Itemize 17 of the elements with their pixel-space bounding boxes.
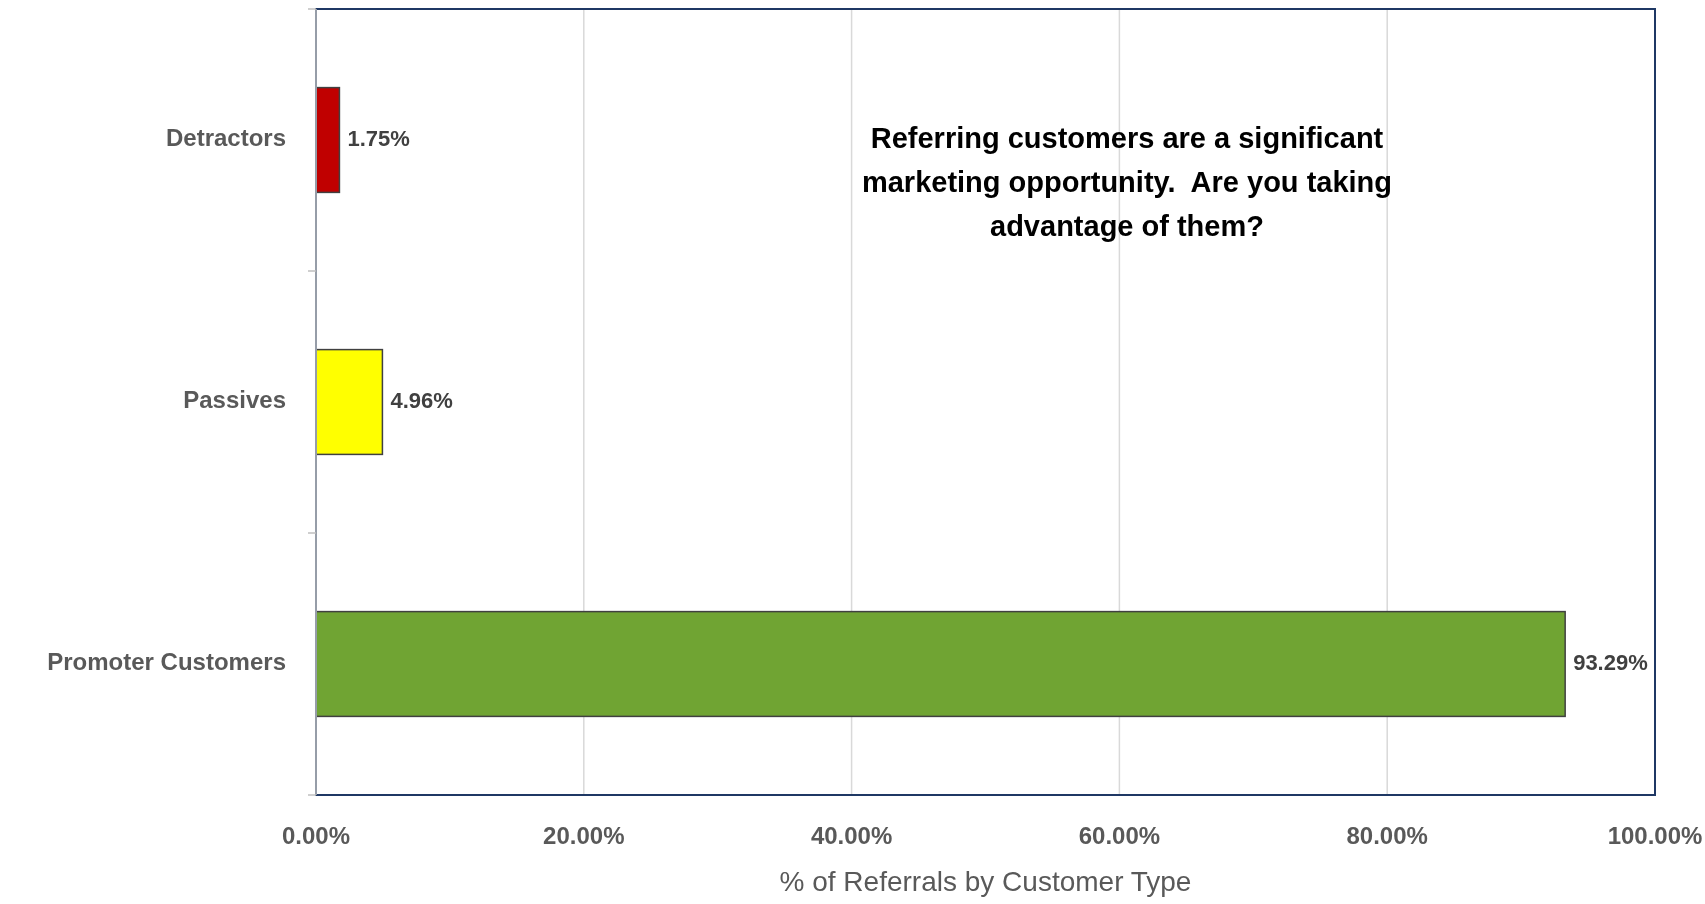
x-tick-label: 60.00%: [1078, 822, 1161, 850]
annotation: Referring customers are a significant marketing opportunity. Are you taking advantage of them?: [861, 122, 1393, 242]
data-label: 1.75%: [347, 125, 410, 151]
y-tick-label: Promoter Customers: [47, 648, 286, 676]
x-tick-label: 100.00%: [1607, 822, 1703, 850]
bar: [315, 348, 384, 456]
x-axis-title: % of Referrals by Customer Type: [779, 866, 1192, 898]
x-tick-label: 40.00%: [810, 822, 893, 850]
x-tick-label: 0.00%: [281, 822, 351, 850]
y-tick-label: Passives: [183, 386, 286, 414]
data-label: 93.29%: [1573, 649, 1648, 675]
data-label: 4.96%: [390, 387, 453, 413]
y-tick-label: Detractors: [165, 124, 286, 152]
x-tick-label: 80.00%: [1346, 822, 1428, 850]
bar: [315, 610, 1566, 718]
bar: [315, 86, 341, 194]
x-tick-label: 20.00%: [543, 822, 625, 850]
